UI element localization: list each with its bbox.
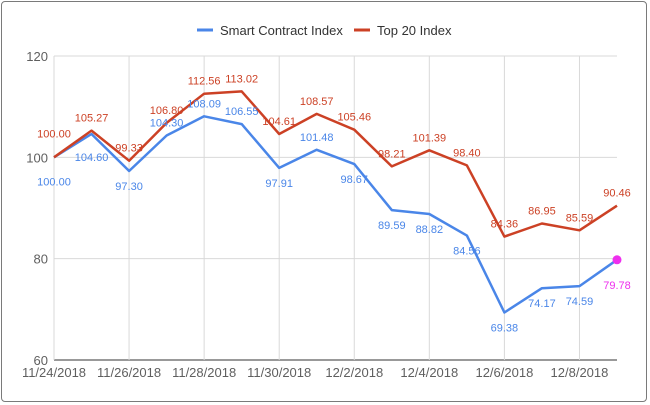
data-label-top20: 106.80 — [150, 105, 184, 117]
data-label-top20: 86.95 — [528, 205, 556, 217]
data-label-smart-contract: 98.67 — [341, 174, 369, 186]
data-label-smart-contract: 104.60 — [75, 152, 109, 164]
x-tick-label: 12/4/2018 — [400, 365, 458, 380]
data-label-smart-contract: 97.91 — [265, 178, 293, 190]
data-label-smart-contract: 79.78 — [603, 280, 631, 292]
x-tick-label: 11/26/2018 — [97, 365, 161, 380]
data-label-top20: 98.21 — [378, 148, 406, 160]
data-label-smart-contract: 104.30 — [150, 118, 184, 130]
data-label-smart-contract: 74.17 — [528, 298, 556, 310]
gridlines — [53, 55, 617, 361]
data-label-top20: 84.36 — [491, 219, 519, 231]
data-label-smart-contract: 101.48 — [300, 132, 334, 144]
data-label-top20: 112.56 — [188, 76, 221, 88]
x-tick-label: 11/30/2018 — [247, 365, 311, 380]
axes: 60 80 100 120 11/24/2018 11/26/2018 11/28/2018… — [22, 49, 608, 380]
x-tick-label: 12/6/2018 — [475, 365, 533, 380]
x-tick-label: 11/24/2018 — [22, 365, 86, 380]
data-label-top20: 85.59 — [566, 212, 594, 224]
data-label-smart-contract: 100.00 — [37, 176, 71, 188]
data-label-smart-contract: 108.09 — [187, 98, 221, 110]
data-label-top20: 105.46 — [337, 112, 371, 124]
x-tick-label: 12/8/2018 — [551, 365, 609, 380]
data-label-top20: 104.61 — [262, 116, 296, 128]
y-tick-label: 120 — [26, 49, 48, 64]
data-label-top20: 105.27 — [75, 113, 109, 125]
y-tick-label: 100 — [26, 150, 48, 165]
data-label-top20: 99.33 — [115, 143, 143, 155]
data-label-smart-contract: 97.30 — [115, 181, 143, 193]
data-label-smart-contract: 74.59 — [566, 296, 594, 308]
data-label-top20: 113.02 — [225, 73, 258, 85]
data-label-top20: 101.39 — [413, 132, 447, 144]
x-tick-label: 12/2/2018 — [325, 365, 383, 380]
series-line-top20 — [53, 90, 618, 238]
highlight-point — [612, 255, 622, 265]
data-label-smart-contract: 84.56 — [453, 246, 481, 258]
data-label-smart-contract: 69.38 — [491, 322, 519, 334]
data-label-smart-contract: 106.55 — [225, 106, 259, 118]
data-label-top20: 90.46 — [603, 188, 631, 200]
data-label-smart-contract: 89.59 — [378, 220, 406, 232]
legend-label-smart-contract: Smart Contract Index — [220, 23, 343, 38]
y-tick-label: 80 — [34, 252, 48, 267]
x-tick-label: 11/28/2018 — [172, 365, 236, 380]
legend: Smart Contract Index Top 20 Index — [197, 23, 452, 38]
data-label-top20: 98.40 — [453, 147, 481, 159]
data-label-smart-contract: 88.82 — [416, 224, 444, 236]
data-label-top20: 100.00 — [37, 128, 71, 140]
data-label-top20: 108.57 — [300, 96, 334, 108]
series-line-smart-contract — [53, 115, 618, 314]
y-tick-label: 60 — [34, 353, 48, 368]
legend-label-top20: Top 20 Index — [377, 23, 452, 38]
series-layer — [53, 90, 622, 314]
